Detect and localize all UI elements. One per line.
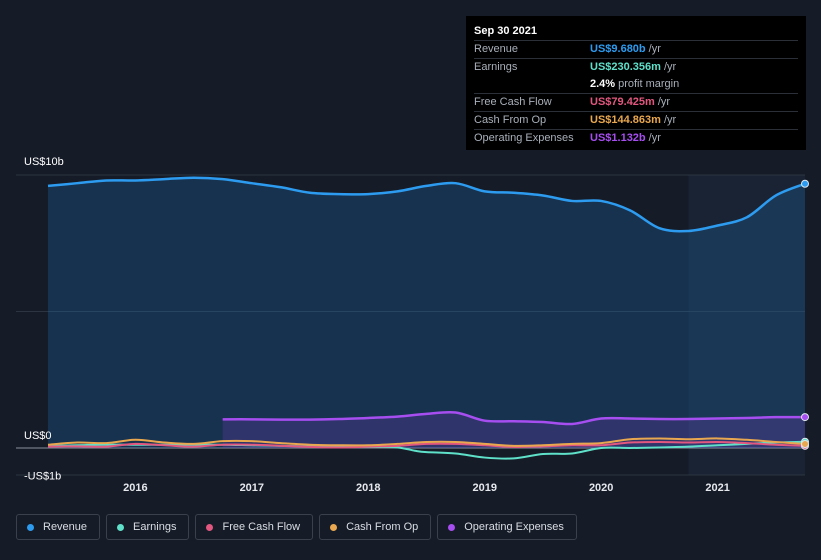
legend-dot-icon [206, 523, 214, 531]
y-tick-label: US$0 [24, 430, 52, 442]
legend-item-revenue[interactable]: Revenue [16, 514, 101, 540]
tooltip-row-value: US$9.680b [590, 43, 646, 55]
tooltip-row-label: Free Cash Flow [474, 96, 552, 108]
tooltip-rows: Revenue US$9.680b/yr Earnings US$230.356m/y… [474, 40, 798, 147]
series-line-revenue [47, 176, 806, 233]
tooltip-row-unit: profit margin [618, 78, 680, 90]
legend-dot-icon [448, 523, 456, 531]
legend-dot-icon [27, 523, 34, 531]
series-end-markers [801, 179, 809, 450]
legend-label: Free Cash Flow [222, 521, 301, 533]
series-line-operating-expenses [222, 410, 806, 426]
tooltip-row-value: 2.4% [590, 78, 616, 90]
legend-dot-icon [330, 523, 338, 531]
x-tick-label: 2019 [472, 482, 496, 494]
x-tick-label: 2018 [356, 482, 380, 494]
tooltip-row-value: US$230.356m [590, 61, 661, 73]
legend-item-cash-from-op[interactable]: Cash From Op [319, 514, 432, 540]
tooltip-row-value: US$1.132b [590, 132, 646, 144]
tooltip-panel: Sep 30 2021 Revenue US$9.680b/yr Earnings U… [466, 16, 806, 150]
legend-label: Cash From Op [346, 521, 419, 533]
series-line-cash-from-op [47, 437, 806, 447]
tooltip-row-value: US$144.863m [590, 114, 661, 126]
x-tick-label: 2020 [589, 482, 613, 494]
chart: US$10b US$0 -US$1b 2016 2017 2018 2019 2020 2021 [16, 156, 809, 494]
x-tick-label: 2017 [240, 482, 264, 494]
series-end-marker-operating-expenses [801, 413, 809, 422]
legend-item-earnings[interactable]: Earnings [106, 514, 190, 540]
series-area-revenue [48, 177, 805, 449]
x-tick-label: 2021 [705, 482, 729, 494]
legend-label: Revenue [43, 521, 88, 533]
legend-item-operating-expenses[interactable]: Operating Expenses [437, 514, 577, 540]
legend-dot-icon [117, 523, 125, 531]
series-end-marker-cash-from-op [801, 440, 809, 449]
tooltip-row: Cash From Op US$144.863m/yr [474, 111, 798, 129]
series-end-marker-revenue [801, 179, 809, 188]
highlight-region [688, 175, 805, 475]
tooltip-row: 2.4% profit margin [474, 76, 798, 93]
tooltip-row-label: Cash From Op [474, 114, 547, 126]
tooltip-row-unit: /yr [657, 96, 671, 108]
legend: Revenue Earnings Free Cash Flow Cash From O… [16, 514, 577, 542]
tooltip-row-unit: /yr [648, 43, 661, 55]
highlight-region-rect [688, 175, 805, 475]
tooltip-row-label: Operating Expenses [474, 132, 574, 144]
tooltip-row-label: Revenue [474, 43, 519, 55]
tooltip-row: Earnings US$230.356m/yr [474, 58, 798, 76]
tooltip-row: Operating Expenses US$1.132b/yr [474, 129, 798, 147]
x-tick-label: 2016 [123, 482, 147, 494]
tooltip-row-unit: /yr [663, 114, 677, 126]
legend-label: Operating Expenses [464, 521, 564, 533]
legend-label: Earnings [133, 521, 177, 533]
tooltip-row-unit: /yr [648, 132, 661, 144]
tooltip-row-label [474, 76, 590, 93]
tooltip-row-unit: /yr [663, 61, 677, 73]
axis-labels: US$10b US$0 -US$1b 2016 2017 2018 2019 2020 2021 [24, 156, 730, 494]
series-line-earnings [47, 440, 806, 460]
tooltip-date: Sep 30 2021 [474, 25, 537, 37]
y-tick-label: -US$1b [24, 470, 61, 482]
tooltip-row-value: US$79.425m [590, 96, 655, 108]
tooltip-row: Revenue US$9.680b/yr [474, 40, 798, 58]
series-line-free-cash-flow [47, 440, 806, 449]
tooltip-row-label: Earnings [474, 61, 518, 73]
y-tick-label: US$10b [24, 156, 64, 168]
tooltip-row: Free Cash Flow US$79.425m/yr [474, 93, 798, 111]
series-lines [47, 176, 806, 460]
legend-item-free-cash-flow[interactable]: Free Cash Flow [195, 514, 314, 540]
